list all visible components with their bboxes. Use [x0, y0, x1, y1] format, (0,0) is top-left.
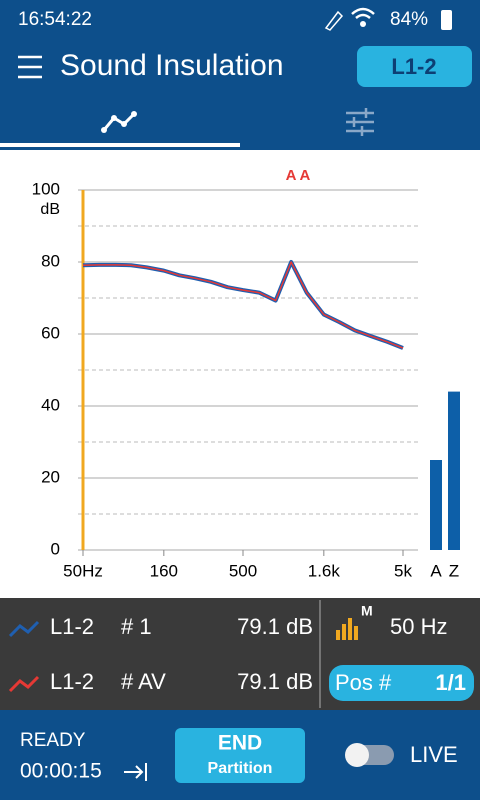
- chart: 0 20 40 60 80 100 50Hz 160 500 1.6k 5k A Z: [32, 179, 460, 580]
- legend-icon: [8, 620, 40, 638]
- legend-name: L1-2: [50, 614, 94, 639]
- legend-reading: 79.1 dB: [237, 669, 313, 694]
- page-title: Sound Insulation: [60, 49, 284, 82]
- legend-label: # AV: [121, 669, 166, 694]
- x-tick-label: 160: [150, 561, 178, 580]
- y-tick-label: 60: [41, 323, 60, 342]
- marker-label: M: [361, 603, 373, 619]
- frequency: 50 Hz: [390, 614, 447, 639]
- level-bar: [448, 391, 460, 550]
- tab-indicator: [0, 143, 240, 147]
- level-bar: [430, 460, 442, 550]
- y-tick-label: 80: [41, 251, 60, 270]
- skip-icon: [124, 763, 147, 781]
- menu-button[interactable]: [18, 55, 42, 79]
- settings-tab[interactable]: [346, 108, 374, 136]
- series-line: [82, 261, 404, 349]
- toggle-label: LIVE: [410, 742, 458, 767]
- x-tick-label: 5k: [394, 561, 412, 580]
- marker-icon: [336, 618, 358, 640]
- annotation: A A: [286, 167, 311, 184]
- status-time: 16:54:22: [18, 9, 92, 30]
- legend: L1-2 # 1 79.1 dB L1-2 # AV 79.1 dB: [8, 614, 313, 694]
- end-button[interactable]: [175, 728, 305, 783]
- position-pill[interactable]: [329, 665, 474, 701]
- legend-icon: [8, 675, 40, 693]
- chart-tab[interactable]: [101, 111, 137, 133]
- x-tick-label: 500: [229, 561, 257, 580]
- end-button-title: END: [218, 732, 262, 755]
- status-icons: [324, 7, 452, 31]
- x-tick-label: 50Hz: [63, 561, 103, 580]
- legend-name: L1-2: [50, 669, 94, 694]
- status-text: READY: [20, 730, 86, 751]
- elapsed-time: 00:00:15: [20, 760, 102, 783]
- y-tick-label: 0: [51, 539, 60, 558]
- y-axis-label: dB: [40, 201, 60, 218]
- badge-text: L1-2: [391, 54, 436, 79]
- legend-reading: 79.1 dB: [237, 614, 313, 639]
- legend-label: # 1: [121, 614, 152, 639]
- end-button-subtitle: Partition: [208, 760, 273, 777]
- position-value: 1/1: [435, 670, 466, 695]
- y-tick-label: 40: [41, 395, 60, 414]
- badge-button[interactable]: [357, 46, 472, 87]
- position-label: Pos #: [335, 670, 392, 695]
- y-tick-label: 100: [32, 179, 60, 198]
- live-toggle[interactable]: [345, 743, 394, 767]
- y-tick-label: 20: [41, 467, 60, 486]
- x-tick-label: 1.6k: [308, 561, 341, 580]
- level-bar-label: Z: [449, 561, 459, 580]
- level-bar-label: A: [430, 561, 442, 580]
- battery-level: 84%: [390, 9, 428, 30]
- chart-area: [0, 150, 480, 598]
